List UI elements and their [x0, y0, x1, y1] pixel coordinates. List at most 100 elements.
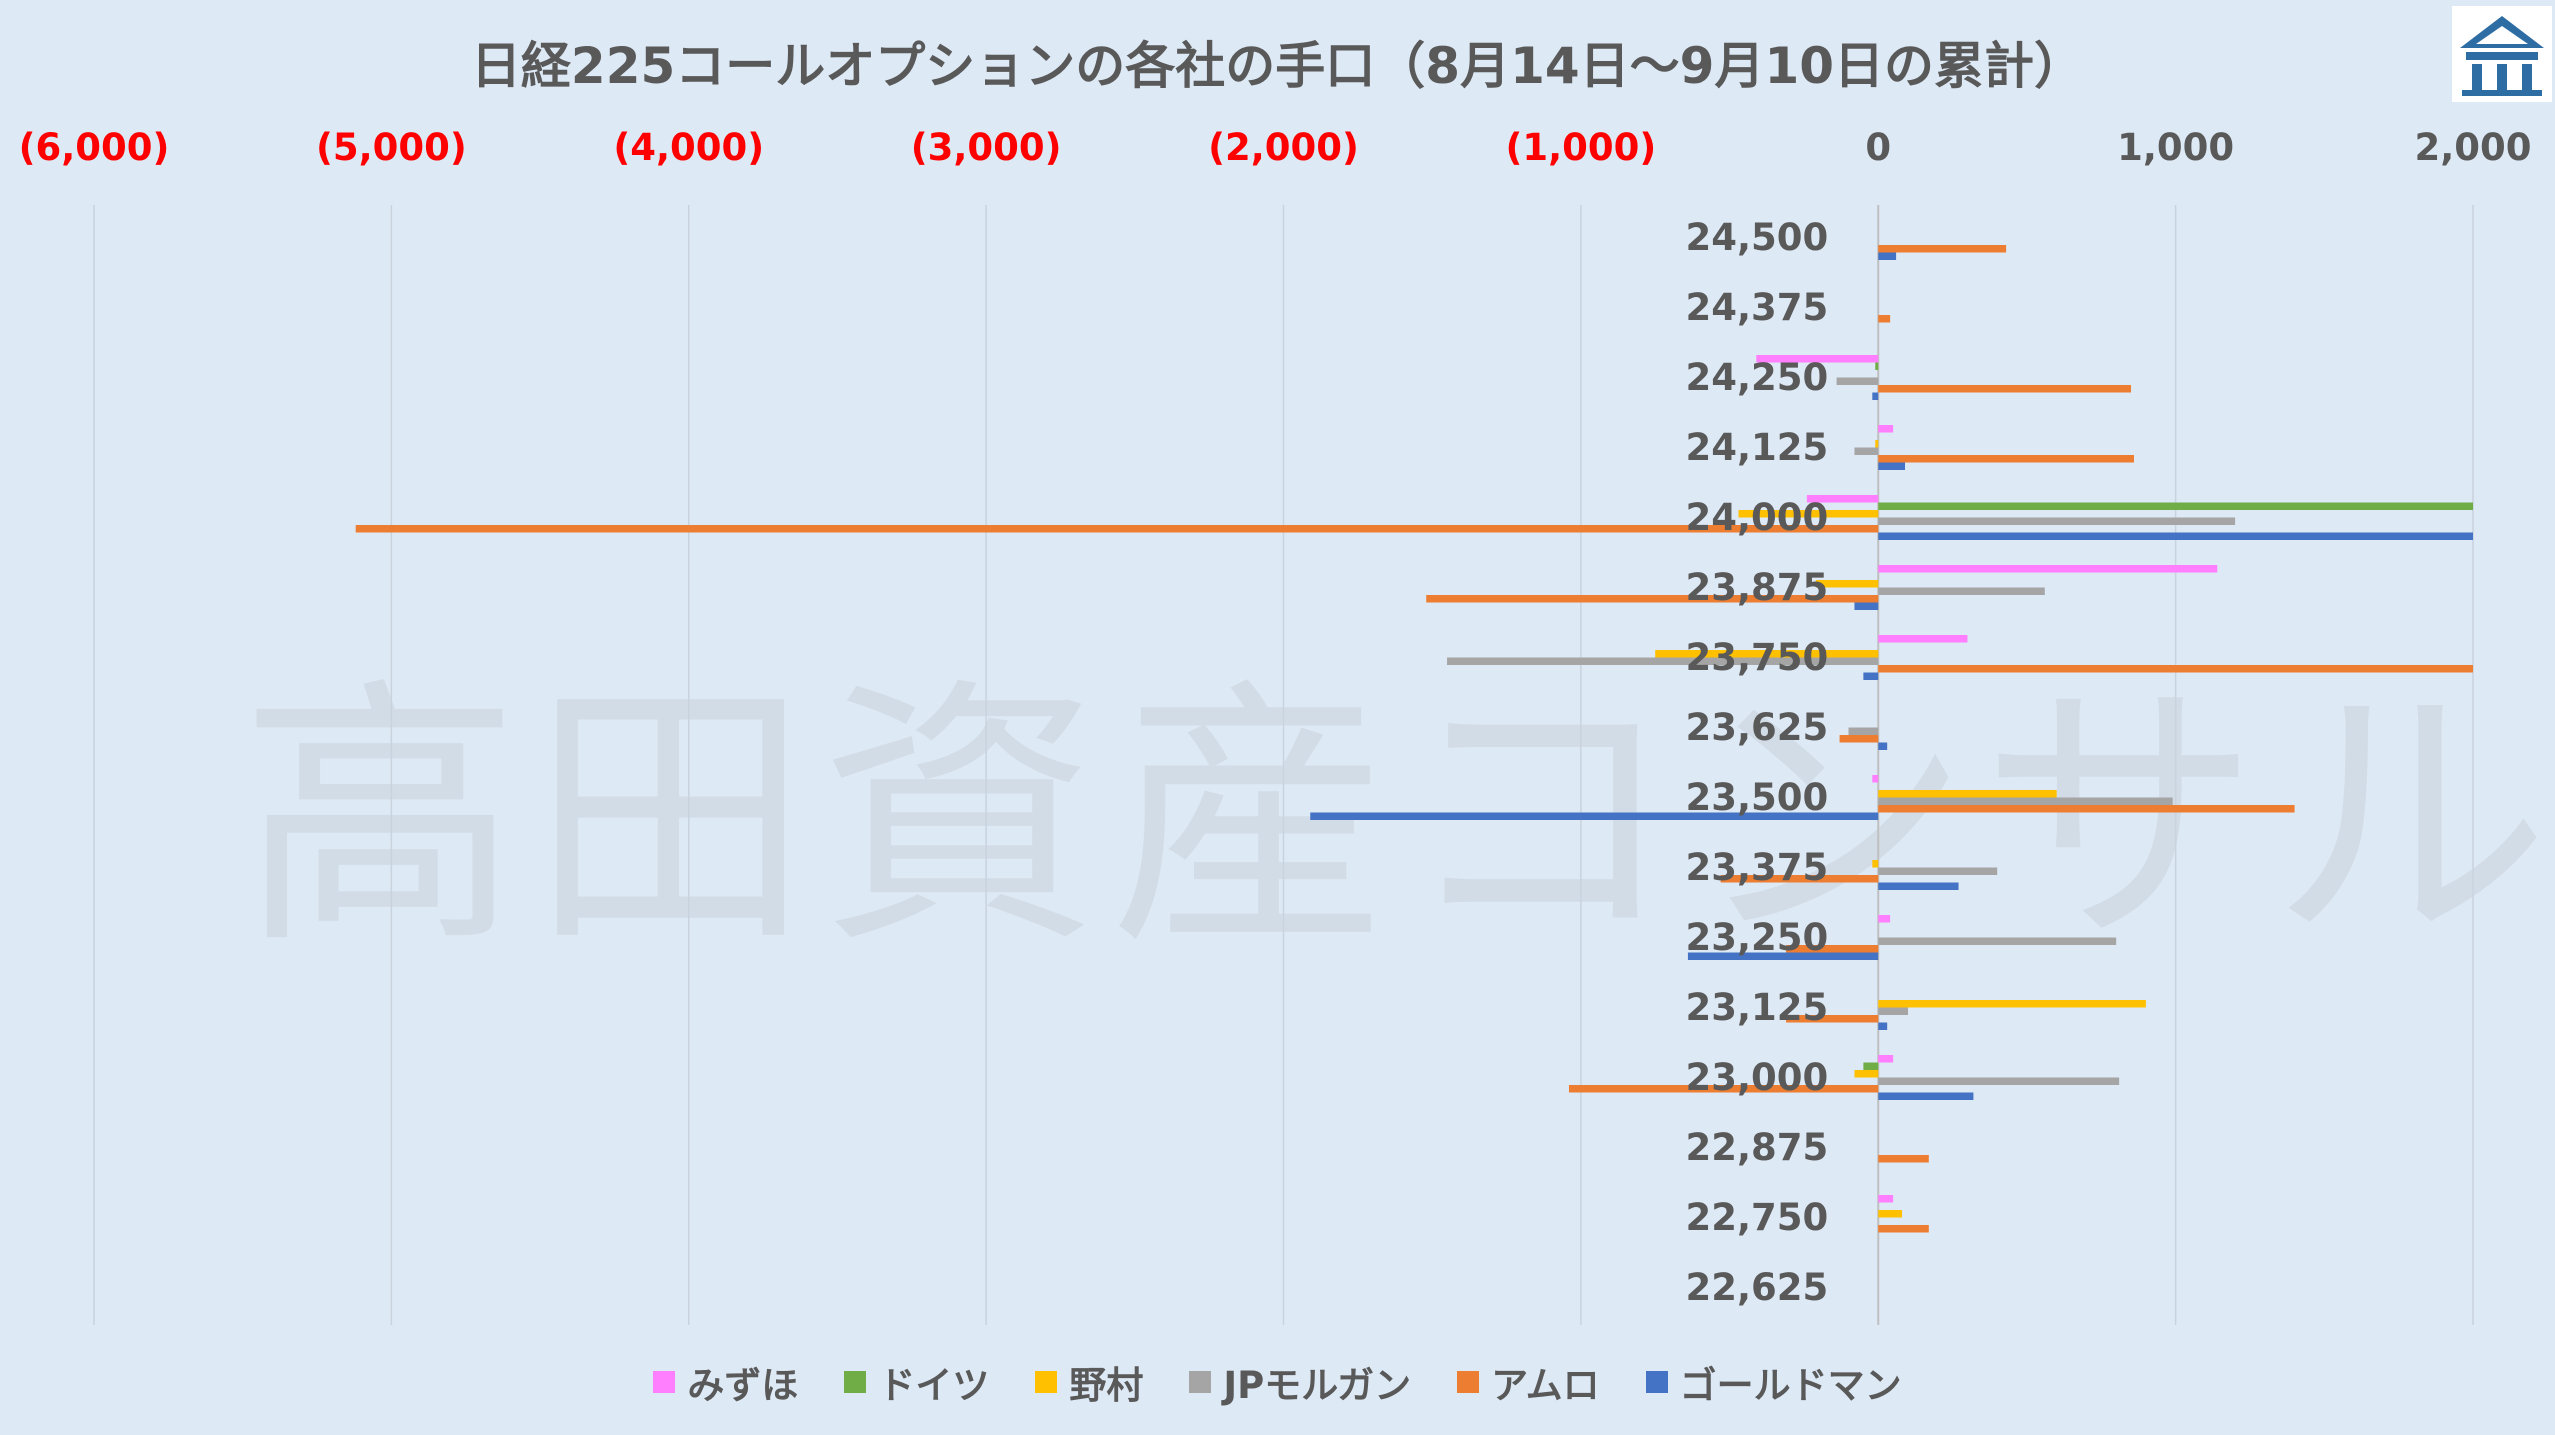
legend-item: ドイツ	[844, 1355, 989, 1409]
bar	[1720, 875, 1879, 883]
bar	[1878, 517, 2236, 525]
bar	[1863, 672, 1879, 680]
category-label: 23,375	[1685, 846, 1828, 889]
bar	[1848, 727, 1879, 735]
category-label: 23,000	[1685, 1056, 1828, 1099]
bar	[1806, 495, 1879, 503]
legend-label: ドイツ	[878, 1364, 990, 1407]
category-label: 24,250	[1685, 356, 1828, 399]
x-tick-label: (6,000)	[19, 126, 170, 169]
bar	[1447, 657, 1879, 665]
legend-item: 野村	[1035, 1355, 1143, 1409]
bar	[1310, 812, 1879, 820]
legend-label: ゴールドマン	[1679, 1364, 1902, 1407]
bar	[1878, 1225, 1929, 1233]
category-label: 24,000	[1685, 496, 1828, 539]
category-label: 23,125	[1685, 986, 1828, 1029]
legend-swatch	[1035, 1371, 1058, 1393]
bar	[1878, 665, 2473, 673]
category-label: 23,750	[1685, 636, 1828, 679]
bar	[1878, 1055, 1894, 1063]
bar	[1878, 1155, 1929, 1163]
bar	[1756, 355, 1879, 363]
bar	[1878, 1210, 1903, 1218]
bar	[1878, 1022, 1888, 1030]
bar	[1878, 867, 1998, 875]
x-tick-label: (1,000)	[1505, 126, 1656, 169]
x-axis-ticks: (6,000) (5,000) (4,000) (3,000) (2,000) (1,00…	[19, 126, 2532, 169]
bar	[1878, 937, 2117, 945]
x-tick-label: 0	[1865, 126, 1891, 169]
bar	[1878, 742, 1888, 750]
bar	[1854, 447, 1879, 455]
legend-label: JPモルガン	[1223, 1364, 1412, 1407]
legend-swatch	[653, 1371, 676, 1393]
bar	[1872, 775, 1879, 783]
building-logo-graphic	[2460, 16, 2544, 96]
bar	[1875, 362, 1879, 370]
category-label: 22,625	[1685, 1266, 1828, 1309]
legend-label: 野村	[1069, 1364, 1144, 1407]
bar	[1878, 455, 2134, 463]
bar	[1878, 635, 1968, 643]
x-tick-label: 1,000	[2117, 126, 2234, 169]
bar	[1878, 565, 2218, 573]
bar	[1568, 1085, 1879, 1093]
bar	[1815, 580, 1879, 588]
building-logo-icon	[2452, 6, 2552, 102]
category-label: 24,125	[1685, 426, 1828, 469]
x-tick-label: (5,000)	[316, 126, 467, 169]
bar	[1839, 735, 1879, 743]
bar	[1878, 805, 2295, 813]
bars	[355, 245, 2473, 1233]
category-label: 23,250	[1685, 916, 1828, 959]
legend-item: アムロ	[1457, 1355, 1600, 1409]
legend-swatch	[1189, 1371, 1212, 1393]
legend-item: JPモルガン	[1189, 1355, 1411, 1409]
legend-label: みずほ	[687, 1364, 799, 1407]
bar	[1878, 915, 1891, 923]
chart-title: 日経225コールオプションの各社の手口（8月14日～9月10日の累計）	[470, 37, 2085, 95]
bar	[1786, 945, 1879, 953]
bar	[1878, 1195, 1894, 1203]
bar	[355, 525, 1879, 533]
grid-lines	[93, 205, 2474, 1325]
x-tick-label: (4,000)	[613, 126, 764, 169]
bar	[1872, 392, 1879, 400]
bar	[1878, 587, 2045, 595]
bar	[1878, 1000, 2146, 1008]
legend: みずほ ドイツ 野村 JPモルガン アムロ ゴールドマン	[0, 1357, 2555, 1407]
bar	[1878, 790, 2057, 798]
category-label: 23,875	[1685, 566, 1828, 609]
bar	[1863, 1062, 1879, 1070]
legend-label: アムロ	[1491, 1364, 1600, 1407]
bar	[1875, 440, 1879, 448]
bar	[1878, 1092, 1974, 1100]
bar	[1878, 532, 2473, 540]
bar	[1872, 860, 1879, 868]
bar	[1854, 1070, 1879, 1078]
category-labels: 24,500 24,375 24,250 24,125 24,000 23,875 23,7…	[1685, 216, 1828, 1309]
x-tick-label: 2,000	[2414, 126, 2531, 169]
bar	[1878, 1077, 2120, 1085]
legend-swatch	[1645, 1371, 1668, 1393]
x-tick-label: (2,000)	[1208, 126, 1359, 169]
bar	[1878, 502, 2473, 510]
legend-item: ゴールドマン	[1645, 1355, 1902, 1409]
category-label: 22,750	[1685, 1196, 1828, 1239]
legend-swatch	[844, 1371, 867, 1393]
bar	[1687, 952, 1879, 960]
legend-item: みずほ	[653, 1355, 798, 1409]
category-label: 24,500	[1685, 216, 1828, 259]
bar	[1786, 1015, 1879, 1023]
category-label: 22,875	[1685, 1126, 1828, 1169]
bar	[1738, 510, 1879, 518]
bar	[1878, 1007, 1908, 1015]
bar	[1426, 595, 1879, 603]
bar	[1878, 425, 1894, 433]
bar	[1878, 462, 1906, 470]
bar	[1878, 315, 1891, 323]
legend-swatch	[1457, 1371, 1480, 1393]
bar	[1854, 602, 1879, 610]
